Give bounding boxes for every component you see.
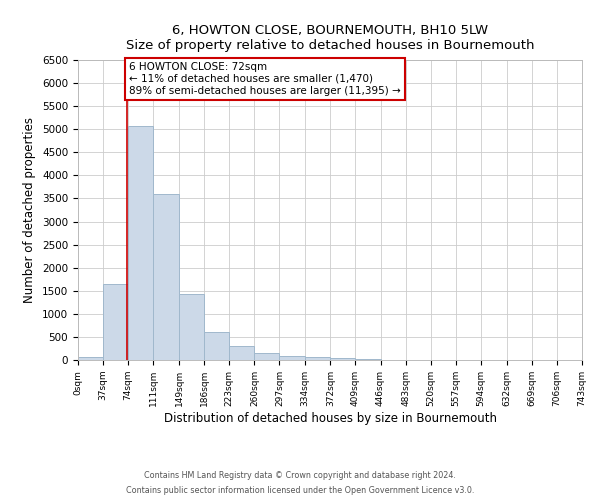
Bar (280, 356, 305, 360)
X-axis label: Distribution of detached houses by size in Bournemouth: Distribution of detached houses by size … (163, 412, 497, 424)
Bar (179, 294, 204, 360)
Bar (229, 346, 254, 360)
Bar (204, 332, 229, 360)
Bar (103, 284, 128, 360)
Bar (153, 194, 179, 360)
Bar (355, 358, 380, 360)
Text: Contains public sector information licensed under the Open Government Licence v3: Contains public sector information licen… (126, 486, 474, 495)
Bar (128, 126, 153, 360)
Y-axis label: Number of detached properties: Number of detached properties (23, 117, 37, 303)
Bar (331, 358, 355, 360)
Text: Contains HM Land Registry data © Crown copyright and database right 2024.: Contains HM Land Registry data © Crown c… (144, 471, 456, 480)
Bar (254, 353, 280, 360)
Text: 6 HOWTON CLOSE: 72sqm
← 11% of detached houses are smaller (1,470)
89% of semi-d: 6 HOWTON CLOSE: 72sqm ← 11% of detached … (129, 62, 401, 96)
Bar (78, 356, 103, 360)
Bar (305, 358, 331, 360)
Title: 6, HOWTON CLOSE, BOURNEMOUTH, BH10 5LW
Size of property relative to detached hou: 6, HOWTON CLOSE, BOURNEMOUTH, BH10 5LW S… (126, 24, 534, 52)
